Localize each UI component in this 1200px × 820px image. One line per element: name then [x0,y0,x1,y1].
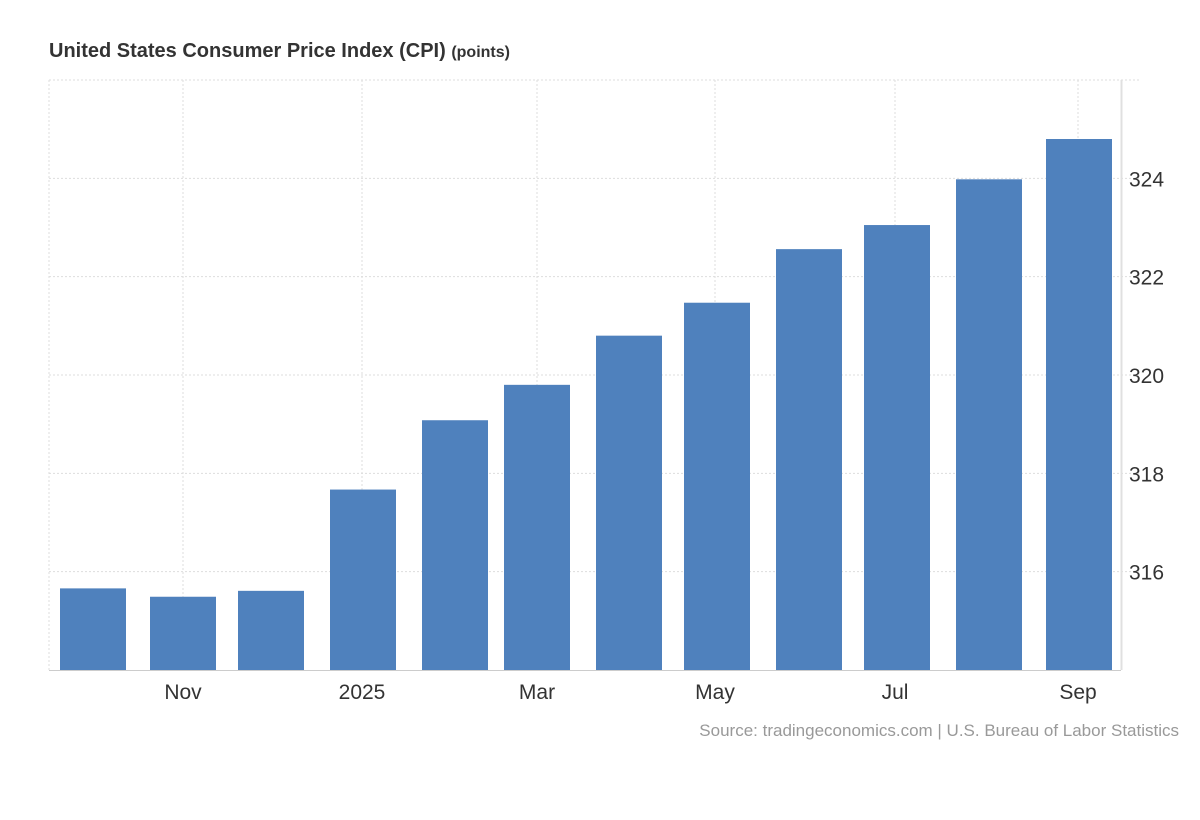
bar-nov-2024: Nov 2024: 315.49 [150,596,216,670]
bar-jan-2025: Jan 2025: 317.67 [330,489,396,670]
bar-oct-2024: Oct 2024: 315.66 [60,588,126,670]
y-tick-label: 316 [1129,562,1164,585]
x-tick-label: May [695,681,735,704]
y-tick-label: 324 [1129,168,1164,191]
y-tick-label: 320 [1129,365,1164,388]
bar-aug-2025: Aug 2025: 323.98 [956,179,1022,671]
y-tick-label: 318 [1129,463,1164,486]
source-note: Source: tradingeconomics.com | U.S. Bure… [699,721,1179,740]
bar-feb-2025: Feb 2025: 319.08 [422,420,488,670]
bar-dec-2024: Dec 2024: 315.61 [238,590,304,670]
y-tick-label: 322 [1129,267,1164,290]
bar-may-2025: May 2025: 321.47 [684,302,750,670]
x-tick-label: 2025 [339,681,386,704]
x-tick-label: Mar [519,681,555,704]
title-text: United States Consumer Price Index (CPI) [49,40,446,62]
bar-jun-2025: Jun 2025: 322.56 [776,249,842,670]
bar-jul-2025: Jul 2025: 323.05 [864,225,930,670]
x-tick-label: Jul [882,681,909,704]
x-tick-label: Sep [1059,681,1096,704]
x-tick-label: Nov [164,681,202,704]
bar-sep-2025: Sep 2025: 324.8 [1046,139,1112,670]
chart-title: United States Consumer Price Index (CPI)… [49,40,510,63]
bar-mar-2025: Mar 2025: 319.8 [504,384,570,670]
unit-label: (points) [451,44,510,61]
bar-apr-2025: Apr 2025: 320.8 [596,335,662,670]
